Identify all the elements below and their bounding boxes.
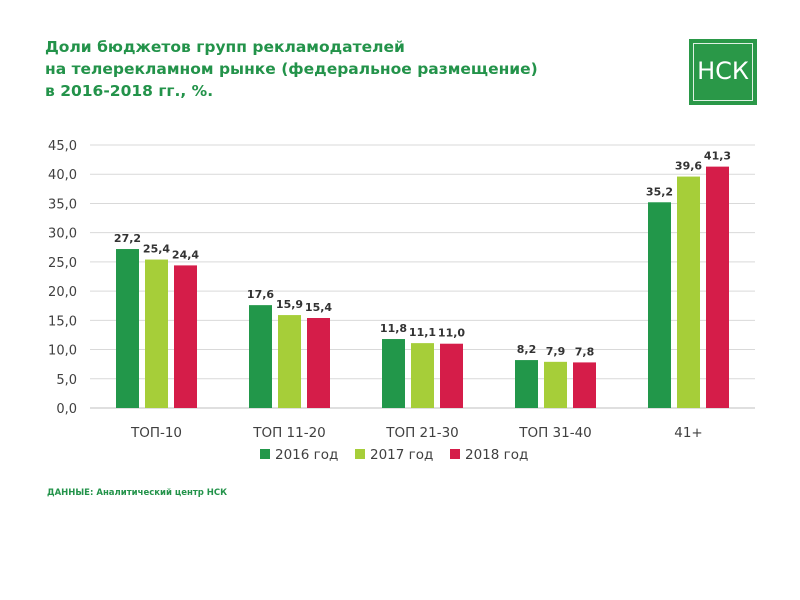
legend-swatch [355,449,365,459]
data-label: 41,3 [704,150,731,163]
title-line-2: на телерекламном рынке (федеральное разм… [45,60,538,78]
y-tick-label: 10,0 [48,344,77,359]
logo-text: НСК [697,57,749,85]
legend-swatch [260,449,270,459]
chart-title: Доли бюджетов групп рекламодателей на те… [45,36,605,102]
bar [440,343,463,408]
title-line-1: Доли бюджетов групп рекламодателей [45,38,405,56]
bar [278,315,301,408]
x-tick-label: ТОП 21-30 [385,425,459,441]
bar [382,339,405,408]
x-tick-label: ТОП-10 [130,425,182,441]
data-label: 17,6 [247,288,274,301]
data-source: ДАННЫЕ: Аналитический центр НСК [47,488,227,498]
data-label: 15,9 [276,298,303,311]
y-tick-label: 30,0 [48,227,77,242]
y-tick-label: 45,0 [48,139,77,154]
data-label: 11,0 [438,327,465,340]
y-tick-label: 0,0 [56,402,77,417]
source-text: Аналитический центр НСК [96,488,228,498]
y-tick-label: 5,0 [56,373,77,388]
legend-label: 2018 год [465,447,528,463]
x-tick-label: ТОП 31-40 [518,425,592,441]
source-label: ДАННЫЕ: [47,488,94,498]
bar [411,343,434,408]
bar [544,361,567,408]
bar [249,305,272,408]
bar [174,265,197,408]
y-tick-label: 15,0 [48,314,77,329]
title-line-3: в 2016-2018 гг., %. [45,82,214,100]
bar [677,176,700,408]
bar [307,317,330,408]
bar [573,362,596,408]
data-label: 39,6 [675,160,702,173]
bar [515,360,538,408]
data-label: 11,8 [380,322,407,335]
data-label: 35,2 [646,185,673,198]
legend-swatch [450,449,460,459]
data-label: 8,2 [517,343,537,356]
x-tick-label: 41+ [674,425,703,441]
data-label: 11,1 [409,326,436,339]
bar [145,259,168,408]
data-label: 15,4 [305,301,332,314]
nsk-logo: НСК [689,39,757,105]
logo-frame [693,43,753,101]
bar [706,166,729,408]
y-tick-label: 35,0 [48,197,77,212]
legend-label: 2016 год [275,447,338,463]
data-label: 7,9 [546,345,566,358]
data-label: 27,2 [114,232,141,245]
x-tick-label: ТОП 11-20 [252,425,326,441]
y-tick-label: 25,0 [48,256,77,271]
data-label: 25,4 [143,243,170,256]
bar [116,249,139,408]
legend-label: 2017 год [370,447,433,463]
data-label: 7,8 [575,345,595,358]
y-tick-label: 40,0 [48,168,77,183]
y-tick-label: 20,0 [48,285,77,300]
bar [648,202,671,408]
data-label: 24,4 [172,248,199,261]
